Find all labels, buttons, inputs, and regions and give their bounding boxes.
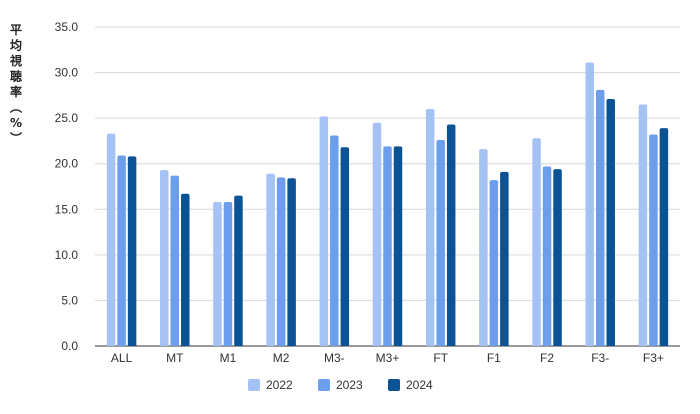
x-axis-ticks: ALL MT M1 M2 M3- M3+ FT F1 F2 F3- F3+ bbox=[111, 351, 664, 365]
y-tick-label: 15.0 bbox=[55, 202, 79, 216]
bar-M2-2024 bbox=[287, 178, 296, 346]
x-tick-label: ALL bbox=[111, 351, 133, 365]
x-tick-label: M3- bbox=[324, 351, 345, 365]
x-tick-label: F2 bbox=[540, 351, 554, 365]
legend-label: 2023 bbox=[336, 378, 363, 392]
legend-swatch-2022 bbox=[248, 379, 260, 391]
y-tick-label: 35.0 bbox=[55, 20, 79, 34]
bar-F1-2024 bbox=[500, 171, 509, 346]
bar-F3+-2023 bbox=[649, 134, 658, 346]
y-tick-label: 0.0 bbox=[61, 339, 78, 353]
x-tick-label: M3+ bbox=[376, 351, 400, 365]
x-tick-label: FT bbox=[433, 351, 448, 365]
y-tick-label: 30.0 bbox=[55, 66, 79, 80]
bar-F2-2023 bbox=[542, 166, 552, 346]
x-tick-label: M1 bbox=[220, 351, 237, 365]
bar-M1-2022 bbox=[213, 201, 222, 346]
x-tick-label: F3+ bbox=[643, 351, 664, 365]
bars bbox=[106, 62, 669, 347]
bar-F2-2022 bbox=[532, 138, 541, 346]
legend-label: 2024 bbox=[406, 378, 433, 392]
bar-ALL-2024 bbox=[127, 156, 137, 346]
bar-ALL-2022 bbox=[106, 133, 116, 346]
bar-FT-2022 bbox=[425, 109, 435, 347]
bar-M3--2022 bbox=[319, 116, 329, 346]
y-tick-label: 10.0 bbox=[55, 248, 79, 262]
y-tick-label: 25.0 bbox=[55, 111, 79, 125]
legend-swatch-2024 bbox=[388, 379, 400, 391]
x-tick-label: MT bbox=[166, 351, 184, 365]
bar-F3--2023 bbox=[595, 89, 605, 346]
y-axis-title: 平均視聴率︵% ︶ bbox=[9, 23, 23, 146]
bar-F3--2024 bbox=[606, 99, 615, 346]
y-axis-label: 平均視聴率︵% ︶ bbox=[9, 23, 23, 146]
bar-M2-2022 bbox=[266, 173, 275, 346]
bar-F2-2024 bbox=[553, 169, 562, 346]
bar-M3+-2023 bbox=[383, 146, 392, 346]
y-axis-ticks: 0.0 5.0 10.0 15.0 20.0 25.0 30.0 35.0 bbox=[55, 20, 79, 353]
bar-MT-2024 bbox=[181, 193, 190, 346]
bar-M3+-2022 bbox=[372, 122, 382, 346]
bar-M3+-2024 bbox=[393, 146, 403, 346]
bar-F3+-2024 bbox=[659, 128, 669, 346]
bar-M3--2023 bbox=[330, 135, 339, 346]
bar-F1-2022 bbox=[479, 149, 488, 346]
x-tick-label: M2 bbox=[273, 351, 290, 365]
bar-M2-2023 bbox=[276, 177, 286, 346]
bar-M3--2024 bbox=[340, 147, 350, 346]
bar-MT-2022 bbox=[160, 170, 169, 346]
bar-M1-2023 bbox=[223, 201, 233, 346]
y-tick-label: 20.0 bbox=[55, 157, 79, 171]
bar-M1-2024 bbox=[234, 195, 243, 346]
bar-F3--2022 bbox=[585, 62, 594, 346]
x-tick-label: F3- bbox=[591, 351, 609, 365]
legend-swatch-2023 bbox=[318, 379, 330, 391]
bar-F3+-2022 bbox=[638, 104, 648, 346]
x-tick-label: F1 bbox=[487, 351, 501, 365]
legend: 2022 2023 2024 bbox=[248, 378, 433, 392]
y-tick-label: 5.0 bbox=[61, 293, 78, 307]
bar-MT-2023 bbox=[170, 175, 180, 346]
bar-FT-2023 bbox=[436, 140, 445, 346]
bar-ALL-2023 bbox=[117, 155, 126, 346]
bar-FT-2024 bbox=[446, 124, 456, 346]
legend-label: 2022 bbox=[266, 378, 293, 392]
bar-F1-2023 bbox=[489, 180, 499, 346]
